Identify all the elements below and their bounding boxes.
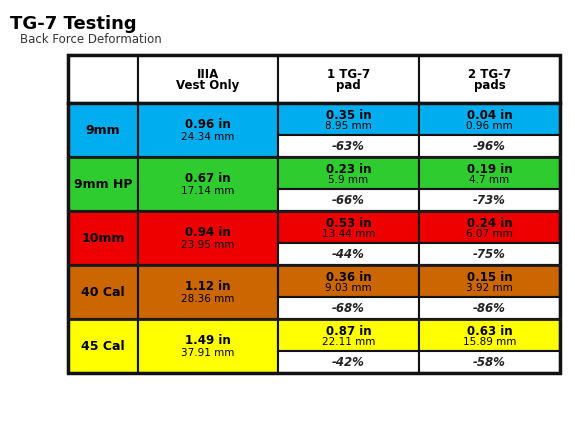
Bar: [278, 157, 419, 189]
Text: 13.44 mm: 13.44 mm: [322, 229, 375, 240]
Text: -73%: -73%: [473, 194, 506, 207]
Text: pad: pad: [336, 80, 361, 92]
Text: -86%: -86%: [473, 302, 506, 315]
Bar: [419, 103, 560, 135]
Bar: [68, 319, 138, 373]
Text: 6.07 mm: 6.07 mm: [466, 229, 513, 240]
Text: Back Force Deformation: Back Force Deformation: [20, 33, 162, 46]
Bar: [68, 211, 138, 265]
Bar: [138, 103, 278, 157]
Text: 45 Cal: 45 Cal: [81, 340, 125, 353]
Bar: [419, 55, 560, 103]
Text: 0.96 mm: 0.96 mm: [466, 121, 513, 131]
Bar: [278, 135, 419, 157]
Text: -66%: -66%: [332, 194, 365, 207]
Bar: [138, 211, 278, 265]
Bar: [419, 135, 560, 157]
Bar: [278, 319, 419, 351]
Text: 1.49 in: 1.49 in: [185, 334, 231, 347]
Bar: [278, 55, 419, 103]
Bar: [419, 211, 560, 243]
Bar: [419, 351, 560, 373]
Text: 0.23 in: 0.23 in: [326, 163, 371, 176]
Text: -44%: -44%: [332, 248, 365, 261]
Bar: [419, 243, 560, 265]
Text: -68%: -68%: [332, 302, 365, 315]
Text: 9.03 mm: 9.03 mm: [325, 283, 372, 293]
Text: 40 Cal: 40 Cal: [81, 286, 125, 298]
Bar: [138, 319, 278, 373]
Text: 0.67 in: 0.67 in: [185, 172, 231, 184]
Bar: [138, 265, 278, 319]
Text: 8.95 mm: 8.95 mm: [325, 121, 372, 131]
Text: 0.94 in: 0.94 in: [185, 225, 231, 239]
Text: -63%: -63%: [332, 140, 365, 153]
Text: pads: pads: [474, 80, 505, 92]
Text: 0.24 in: 0.24 in: [467, 217, 512, 230]
Text: 0.04 in: 0.04 in: [467, 109, 512, 122]
Bar: [278, 103, 419, 135]
Bar: [419, 265, 560, 298]
Text: 0.36 in: 0.36 in: [325, 271, 371, 284]
Text: 37.91 mm: 37.91 mm: [181, 348, 235, 358]
Text: -75%: -75%: [473, 248, 506, 261]
Bar: [68, 157, 138, 211]
Bar: [419, 189, 560, 211]
Text: 15.89 mm: 15.89 mm: [463, 337, 516, 347]
Bar: [278, 265, 419, 298]
Bar: [278, 189, 419, 211]
Text: 22.11 mm: 22.11 mm: [322, 337, 375, 347]
Bar: [278, 211, 419, 243]
Text: 1.12 in: 1.12 in: [185, 280, 231, 292]
Bar: [68, 55, 138, 103]
Text: 2 TG-7: 2 TG-7: [468, 68, 511, 80]
Bar: [419, 319, 560, 351]
Text: 4.7 mm: 4.7 mm: [469, 175, 509, 185]
Text: 9mm HP: 9mm HP: [74, 178, 132, 190]
Bar: [419, 157, 560, 189]
Text: TG-7 Testing: TG-7 Testing: [10, 15, 137, 33]
Bar: [419, 298, 560, 319]
Text: -96%: -96%: [473, 140, 506, 153]
Bar: [278, 243, 419, 265]
Text: 10mm: 10mm: [81, 231, 125, 245]
Text: 9mm: 9mm: [86, 123, 120, 136]
Text: 1 TG-7: 1 TG-7: [327, 68, 370, 80]
Bar: [138, 55, 278, 103]
Text: 3.92 mm: 3.92 mm: [466, 283, 513, 293]
Text: 0.19 in: 0.19 in: [467, 163, 512, 176]
Text: 0.15 in: 0.15 in: [467, 271, 512, 284]
Text: 28.36 mm: 28.36 mm: [181, 294, 235, 304]
Text: 24.34 mm: 24.34 mm: [181, 132, 235, 142]
Bar: [278, 298, 419, 319]
Bar: [278, 351, 419, 373]
Text: 0.63 in: 0.63 in: [467, 325, 512, 338]
Bar: [138, 157, 278, 211]
Text: 0.53 in: 0.53 in: [325, 217, 371, 230]
Text: IIIA: IIIA: [197, 68, 219, 80]
Text: -42%: -42%: [332, 356, 365, 369]
Bar: [68, 55, 560, 373]
Text: -58%: -58%: [473, 356, 506, 369]
Text: 0.96 in: 0.96 in: [185, 117, 231, 130]
Bar: [68, 103, 138, 157]
Text: Vest Only: Vest Only: [177, 80, 240, 92]
Text: 5.9 mm: 5.9 mm: [328, 175, 369, 185]
Text: 0.35 in: 0.35 in: [325, 109, 371, 122]
Text: 23.95 mm: 23.95 mm: [181, 240, 235, 250]
Text: 0.87 in: 0.87 in: [325, 325, 371, 338]
Text: 17.14 mm: 17.14 mm: [181, 186, 235, 196]
Bar: [68, 265, 138, 319]
